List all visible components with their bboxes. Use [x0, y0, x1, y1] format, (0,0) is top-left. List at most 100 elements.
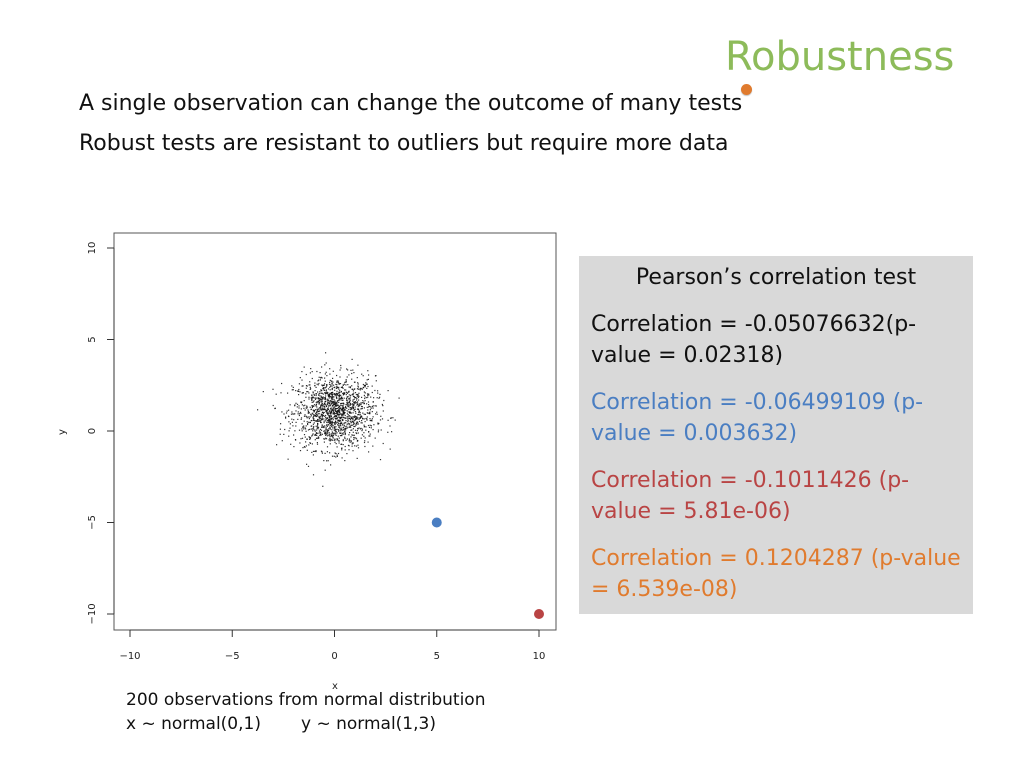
scatter-point: [377, 429, 380, 431]
scatter-point: [377, 431, 379, 433]
scatter-point: [295, 425, 297, 427]
scatter-point: [326, 421, 328, 423]
scatter-point: [357, 403, 359, 405]
scatter-point: [342, 444, 344, 446]
scatter-point: [318, 413, 320, 415]
scatter-point: [326, 408, 329, 410]
scatter-point: [348, 434, 350, 436]
scatter-point: [314, 430, 316, 432]
scatter-point: [311, 405, 313, 407]
scatter-point: [326, 391, 328, 393]
scatter-point: [348, 440, 350, 442]
scatter-point: [325, 392, 327, 394]
scatter-point: [338, 396, 340, 398]
scatter-point: [328, 433, 330, 435]
scatter-point: [301, 404, 303, 406]
scatter-point: [320, 450, 323, 452]
scatter-point: [364, 421, 366, 423]
scatter-point: [321, 419, 323, 421]
y-tick-label: 10: [87, 242, 98, 255]
scatter-point: [303, 366, 305, 368]
scatter-point: [297, 390, 299, 392]
scatter-point: [314, 429, 316, 431]
scatter-point: [358, 418, 360, 420]
scatter-point: [312, 450, 315, 452]
scatter-point: [332, 433, 334, 435]
scatter-point: [341, 399, 343, 401]
scatter-point: [318, 420, 321, 422]
scatter-point: [317, 380, 319, 382]
scatter-point: [329, 427, 331, 429]
scatter-point: [344, 436, 346, 438]
scatter-point: [309, 421, 311, 423]
scatter-point: [325, 371, 327, 373]
scatter-point: [362, 412, 364, 414]
scatter-point: [311, 377, 313, 380]
scatter-point: [321, 392, 323, 394]
scatter-point: [331, 387, 333, 389]
scatter-point: [332, 437, 334, 439]
scatter-point: [331, 439, 333, 441]
scatter-point: [322, 414, 324, 416]
scatter-point: [303, 415, 306, 417]
scatter-point: [345, 439, 347, 441]
scatter-point: [317, 402, 319, 404]
scatter-point: [327, 412, 329, 414]
scatter-point: [331, 395, 333, 397]
scatter-point: [347, 396, 349, 398]
scatter-point: [321, 399, 323, 401]
scatter-point: [292, 425, 294, 427]
scatter-point: [323, 438, 325, 440]
scatter-point: [356, 404, 358, 406]
scatter-point: [308, 436, 310, 438]
scatter-point: [331, 429, 333, 431]
scatter-point: [353, 416, 355, 418]
scatter-point: [354, 381, 356, 383]
scatter-point: [338, 410, 340, 412]
scatter-point: [326, 446, 329, 448]
scatter-point: [369, 409, 371, 411]
scatter-point: [317, 426, 320, 428]
scatter-point: [291, 411, 293, 413]
scatter-point: [349, 403, 351, 405]
scatter-point: [336, 387, 339, 389]
scatter-point: [335, 443, 337, 445]
scatter-point: [318, 430, 321, 432]
scatter-point: [357, 396, 360, 399]
test-results-text: Pearson’s correlation test Correlation =…: [591, 262, 961, 621]
scatter-point: [372, 407, 374, 409]
scatter-point: [347, 414, 349, 416]
scatter-point: [346, 417, 348, 419]
scatter-point: [296, 406, 298, 408]
scatter-point: [339, 407, 341, 409]
scatter-point: [317, 397, 319, 399]
scatter-point: [306, 417, 308, 419]
scatter-point: [319, 395, 321, 397]
scatter-point: [352, 395, 355, 397]
scatter-point: [324, 364, 326, 366]
scatter-point: [332, 425, 334, 427]
scatter-point: [331, 423, 333, 425]
scatter-point: [321, 433, 323, 435]
scatter-point: [283, 433, 285, 435]
scatter-point: [352, 390, 354, 392]
scatter-point: [350, 417, 352, 420]
scatter-point: [339, 411, 341, 413]
caption-line-2: x ~ normal(0,1) y ~ normal(1,3): [126, 712, 485, 736]
scatter-point: [315, 404, 317, 406]
scatter-point: [326, 384, 328, 386]
scatter-point: [305, 428, 307, 430]
scatter-point: [353, 425, 355, 428]
scatter-point: [326, 403, 328, 406]
scatter-point: [349, 387, 351, 389]
scatter-point: [330, 435, 332, 437]
scatter-point: [348, 438, 351, 440]
scatter-point: [341, 408, 343, 410]
scatter-point: [387, 431, 389, 433]
scatter-point: [353, 410, 355, 412]
scatter-point: [333, 386, 335, 388]
scatter-point: [314, 382, 316, 384]
scatter-point: [294, 439, 297, 441]
scatter-point: [332, 412, 335, 414]
scatter-point: [364, 400, 366, 402]
